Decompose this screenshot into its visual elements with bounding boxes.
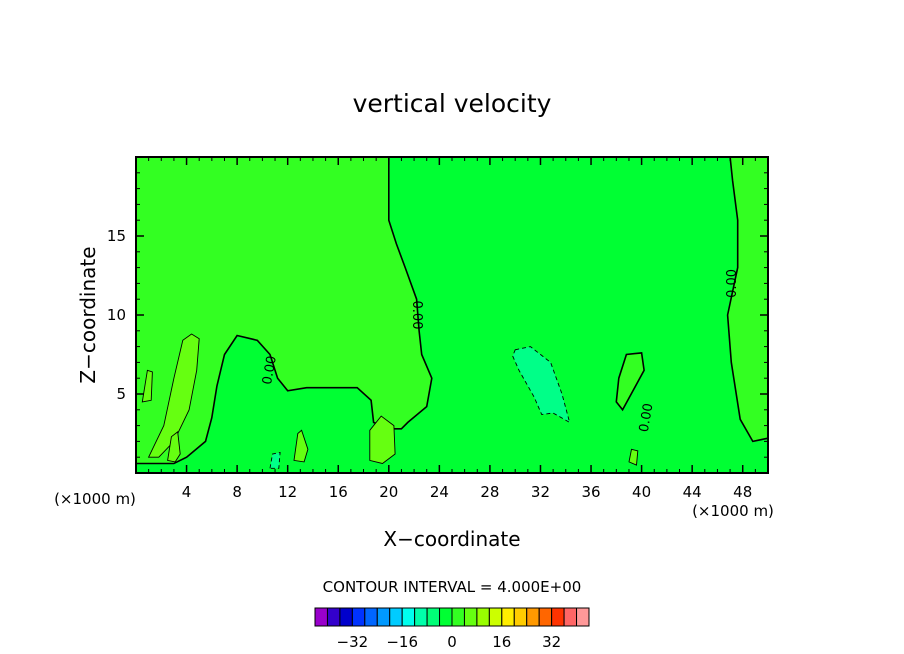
x-tick-label: 36 (581, 483, 600, 501)
colorbar-swatch-8 (414, 607, 428, 627)
contour-label-0: 0.00 (260, 355, 280, 386)
x-axis: 4 8 12 16 20 24 28 32 36 40 44 48 (148, 157, 756, 501)
colorbar-swatch-16 (513, 607, 528, 627)
colorbar-swatch-13 (476, 607, 490, 627)
colorbar-swatch-1 (326, 607, 341, 627)
x-tick-label: 8 (232, 483, 242, 501)
contour-region-6 (293, 429, 309, 463)
x-tick-label: 32 (531, 483, 550, 501)
colorbar-swatch-15 (501, 607, 515, 627)
x-tick-label: 24 (430, 483, 449, 501)
colorbar-swatch-21 (576, 607, 590, 627)
colorbar-swatch-6 (389, 607, 403, 627)
colorbar-swatch-20 (563, 607, 578, 627)
contour-region-8 (628, 448, 639, 466)
colorbar-swatch-11 (451, 607, 465, 627)
colorbar-swatch-19 (551, 607, 565, 627)
colorbar-tick-label: 0 (447, 633, 457, 651)
contour-labels: 0.00 0.00 0.00 0.00 (260, 269, 740, 433)
colorbar-swatch-9 (426, 607, 441, 627)
x-tick-label: 4 (182, 483, 192, 501)
y-tick-label: 5 (116, 385, 126, 403)
colorbar-swatch-10 (439, 607, 453, 627)
y-axis-label: Z−coordinate (76, 246, 100, 383)
colorbar-swatch-14 (488, 607, 503, 627)
colorbar-swatch-12 (463, 607, 478, 627)
y-tick-label: 15 (107, 227, 126, 245)
contour-label-3: 0.00 (725, 269, 740, 298)
colorbar-swatch-0 (314, 607, 328, 627)
contour-region-4 (141, 369, 153, 403)
contour-label-1: 0.00 (409, 301, 424, 330)
colorbar-swatch-3 (351, 607, 366, 627)
colorbar-swatch-18 (538, 607, 553, 627)
colorbar-swatch-5 (376, 607, 391, 627)
y-tick-label: 10 (107, 306, 126, 324)
x-tick-label: 28 (480, 483, 499, 501)
colorbar-swatch-4 (364, 607, 378, 627)
colorbar-swatch-2 (339, 607, 353, 627)
contour-label-2: 0.00 (637, 402, 657, 433)
colorbar-tick-label: 16 (492, 633, 511, 651)
chart-title: vertical velocity (353, 89, 552, 118)
contour-region-10 (269, 451, 281, 469)
colorbar (314, 607, 590, 627)
colorbar-ticks: −32 −16 0 16 32 (337, 633, 562, 651)
colorbar-tick-label: −16 (386, 633, 418, 651)
x-tick-label: 44 (683, 483, 702, 501)
x-tick-label: 20 (379, 483, 398, 501)
x-unit-right: (×1000 m) (692, 502, 774, 520)
x-tick-label: 16 (329, 483, 348, 501)
contour-region-3 (147, 333, 200, 458)
contour-region-9 (512, 346, 571, 424)
x-tick-label: 12 (278, 483, 297, 501)
colorbar-tick-label: 32 (542, 633, 561, 651)
x-unit-left: (×1000 m) (54, 490, 136, 508)
colorbar-swatch-17 (526, 607, 540, 627)
contour-region-7 (369, 415, 396, 464)
contour-region-5 (167, 431, 181, 463)
contour-region-0 (135, 156, 433, 465)
x-axis-label: X−coordinate (383, 527, 520, 551)
y-axis: 5 10 15 (107, 172, 768, 458)
contour-field (135, 156, 769, 473)
x-tick-label: 40 (632, 483, 651, 501)
colorbar-tick-label: −32 (337, 633, 369, 651)
x-tick-label: 48 (733, 483, 752, 501)
contour-region-2 (615, 352, 645, 412)
colorbar-label: CONTOUR INTERVAL = 4.000E+00 (323, 578, 582, 596)
colorbar-swatch-7 (401, 607, 416, 627)
